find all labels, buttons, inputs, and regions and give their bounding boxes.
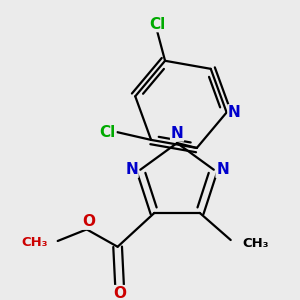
Text: Cl: Cl bbox=[149, 16, 166, 32]
Text: CH₃: CH₃ bbox=[22, 236, 48, 249]
Text: O: O bbox=[113, 286, 126, 300]
Text: Cl: Cl bbox=[100, 125, 116, 140]
Text: CH₃: CH₃ bbox=[242, 237, 269, 250]
Text: N: N bbox=[216, 162, 229, 177]
Text: O: O bbox=[82, 214, 95, 229]
Text: N: N bbox=[171, 126, 183, 141]
Text: N: N bbox=[125, 162, 138, 177]
Text: N: N bbox=[228, 105, 241, 120]
